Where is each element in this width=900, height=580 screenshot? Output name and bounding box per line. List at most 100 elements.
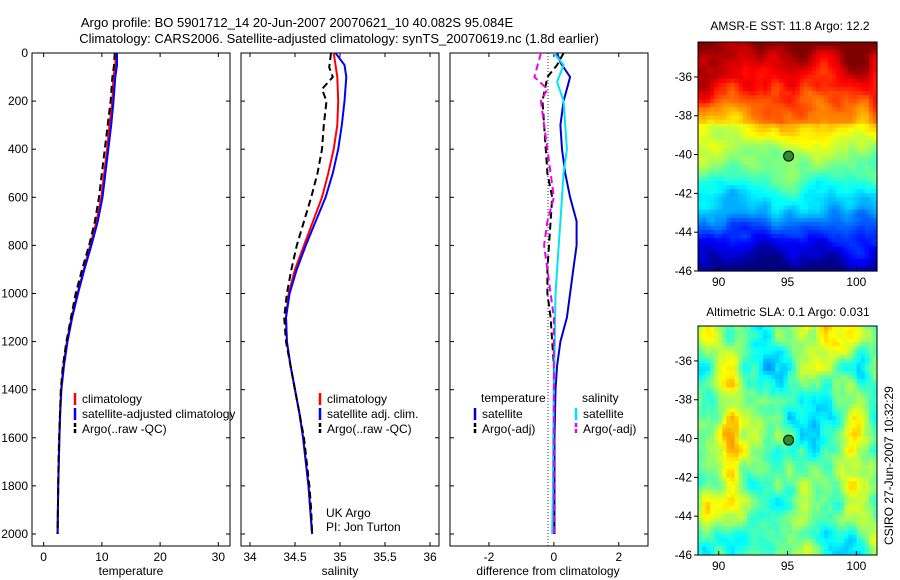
map-cell bbox=[710, 168, 715, 174]
map-cell bbox=[836, 62, 841, 68]
map-cell bbox=[771, 262, 776, 268]
series-line-1 bbox=[541, 53, 565, 534]
map-cell bbox=[848, 456, 854, 462]
map-cell bbox=[791, 342, 797, 348]
map-cell bbox=[738, 444, 744, 450]
map-cell bbox=[742, 164, 748, 170]
map-cell bbox=[754, 254, 760, 260]
map-cell bbox=[795, 358, 801, 364]
map-y-tick-label: -42 bbox=[675, 186, 693, 200]
map-cell bbox=[807, 246, 813, 252]
map-cell bbox=[852, 217, 858, 223]
map-cell bbox=[730, 452, 736, 458]
map-cell bbox=[832, 460, 837, 466]
map-cell bbox=[807, 160, 813, 166]
map-cell bbox=[738, 530, 744, 536]
map-cell bbox=[767, 510, 772, 515]
map-cell bbox=[852, 387, 858, 393]
map-cell bbox=[836, 246, 841, 252]
map-cell bbox=[840, 58, 846, 64]
map-cell bbox=[714, 334, 719, 339]
map-cell bbox=[844, 399, 850, 405]
map-cell bbox=[706, 42, 711, 47]
map-cell bbox=[718, 522, 724, 527]
map-cell bbox=[702, 362, 707, 368]
map-cell bbox=[714, 258, 719, 264]
map-cell bbox=[718, 514, 724, 519]
map-cell bbox=[820, 131, 825, 137]
map-cell bbox=[738, 46, 744, 51]
map-cell bbox=[714, 481, 719, 487]
map-cell bbox=[767, 127, 772, 133]
map-cell bbox=[807, 95, 813, 100]
map-cell bbox=[811, 522, 817, 527]
map-cell bbox=[746, 205, 752, 211]
map-cell bbox=[844, 250, 850, 256]
map-cell bbox=[868, 226, 874, 231]
map-cell bbox=[791, 107, 797, 113]
map-cell bbox=[787, 432, 793, 438]
map-cell bbox=[714, 366, 719, 372]
map-cell bbox=[771, 91, 776, 96]
map-cell bbox=[799, 362, 805, 368]
map-cell bbox=[754, 86, 760, 92]
map-cell bbox=[767, 46, 772, 51]
map-cell bbox=[754, 518, 760, 523]
map-cell bbox=[815, 460, 821, 466]
map-cell bbox=[852, 354, 858, 360]
map-cell bbox=[815, 469, 821, 474]
map-cell bbox=[779, 160, 785, 166]
map-cell bbox=[734, 152, 740, 158]
map-cell bbox=[742, 238, 748, 243]
map-cell bbox=[815, 383, 821, 388]
map-cell bbox=[864, 350, 870, 356]
map-cell bbox=[791, 91, 797, 96]
map-cell bbox=[726, 526, 732, 532]
map-cell bbox=[852, 193, 858, 198]
map-cell bbox=[836, 460, 841, 466]
map-cell bbox=[828, 338, 833, 343]
map-cell bbox=[702, 123, 707, 129]
map-cell bbox=[734, 395, 740, 401]
map-cell bbox=[828, 362, 833, 368]
map-cell bbox=[742, 497, 748, 503]
map-cell bbox=[787, 489, 793, 495]
map-cell bbox=[771, 485, 776, 491]
map-cell bbox=[828, 62, 833, 68]
map-cell bbox=[763, 136, 768, 141]
salinity-series bbox=[283, 53, 348, 535]
map-cell bbox=[811, 144, 817, 149]
map-cell bbox=[722, 250, 728, 256]
map-cell bbox=[767, 58, 772, 64]
map-cell bbox=[844, 95, 850, 100]
map-cell bbox=[799, 226, 805, 231]
map-cell bbox=[754, 66, 760, 72]
map-cell bbox=[698, 42, 703, 47]
map-cell bbox=[763, 518, 768, 523]
map-cell bbox=[767, 221, 772, 227]
map-cell bbox=[872, 501, 878, 507]
map-cell bbox=[848, 436, 854, 442]
map-cell bbox=[860, 205, 866, 211]
map-cell bbox=[734, 148, 740, 154]
map-cell bbox=[787, 82, 793, 88]
map-cell bbox=[852, 456, 858, 462]
map-cell bbox=[702, 189, 707, 194]
map-cell bbox=[828, 530, 833, 536]
map-cell bbox=[856, 362, 862, 368]
map-cell bbox=[767, 354, 772, 360]
map-cell bbox=[848, 82, 854, 88]
map-cell bbox=[722, 358, 728, 364]
map-cell bbox=[791, 456, 797, 462]
map-cell bbox=[771, 379, 776, 384]
map-cell bbox=[840, 193, 846, 198]
map-cell bbox=[698, 326, 703, 331]
map-cell bbox=[746, 436, 752, 442]
map-cell bbox=[771, 148, 776, 154]
map-cell bbox=[738, 230, 744, 235]
map-cell bbox=[824, 107, 829, 113]
map-cell bbox=[763, 411, 768, 417]
map-cell bbox=[795, 226, 801, 231]
map-cell bbox=[852, 74, 858, 80]
map-cell bbox=[783, 444, 789, 450]
